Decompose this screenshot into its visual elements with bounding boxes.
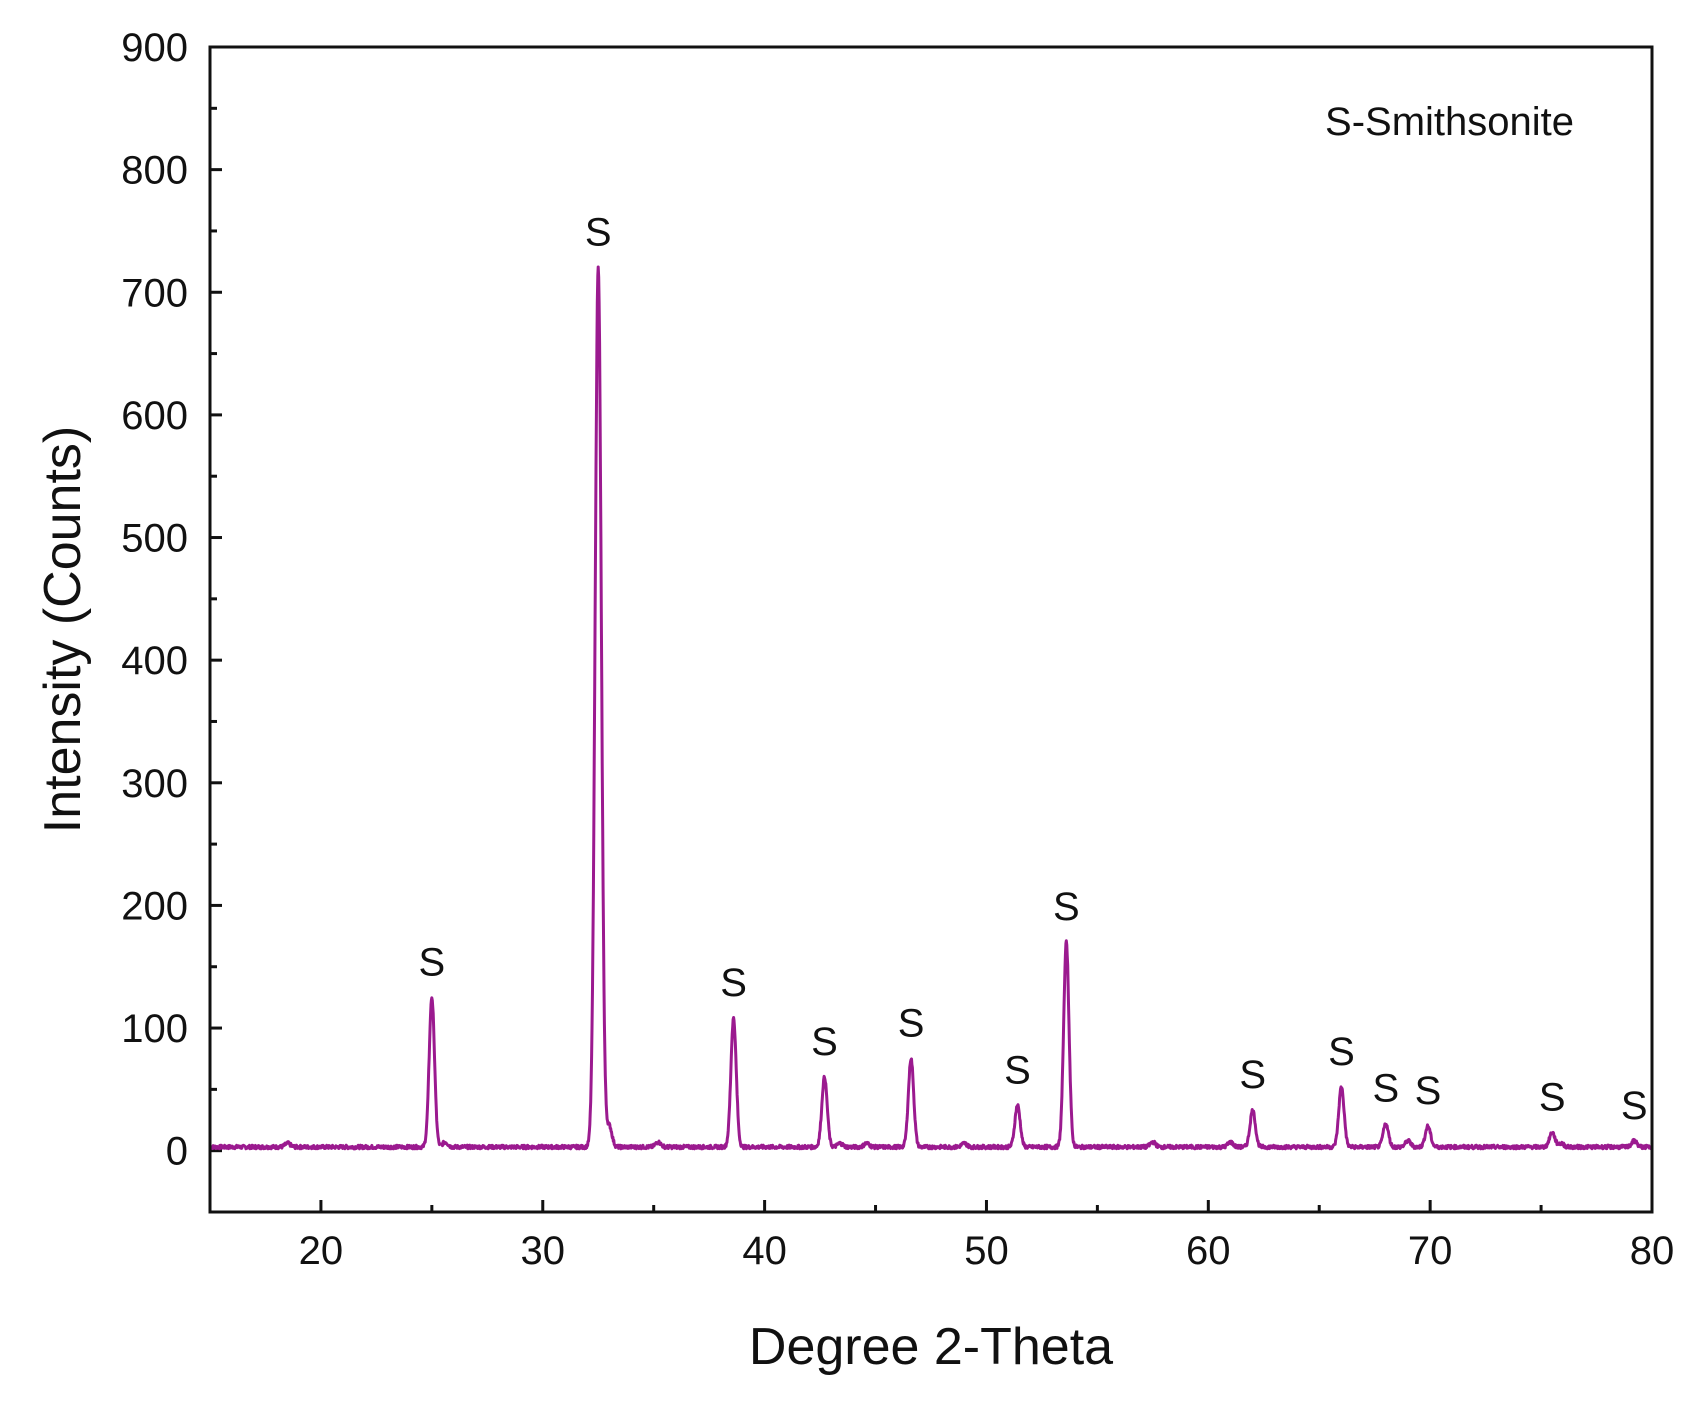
series-line — [208, 265, 1654, 1151]
peak-label: S — [1239, 1053, 1266, 1097]
plot-frame — [208, 45, 1654, 1214]
peak-label: S — [720, 961, 747, 1005]
peak-label: S — [1328, 1030, 1355, 1074]
peak-label: S — [1539, 1075, 1566, 1119]
y-tick-label: 300 — [121, 762, 188, 806]
peak-label: S — [1372, 1067, 1399, 1111]
y-tick-label: 0 — [166, 1130, 188, 1174]
peak-label: S — [1621, 1084, 1648, 1128]
peak-label: S — [1004, 1048, 1031, 1092]
x-tick-label: 40 — [742, 1229, 787, 1273]
peak-label: S — [1053, 885, 1080, 929]
peak-label: S — [419, 940, 446, 984]
peak-label: S — [811, 1020, 838, 1064]
peak-label: S — [585, 211, 612, 255]
x-tick-label: 30 — [521, 1229, 566, 1273]
x-tick-label: 60 — [1186, 1229, 1231, 1273]
x-tick-label: 80 — [1630, 1229, 1675, 1273]
legend-text: S-Smithsonite — [1325, 100, 1574, 144]
y-axis-ticks: 0 100 200 300 400 500 600 700 800 900 — [121, 26, 222, 1214]
y-tick-label: 800 — [121, 149, 188, 193]
peak-label: S — [898, 1002, 925, 1046]
x-tick-label: 70 — [1408, 1229, 1453, 1273]
x-axis-ticks: 20 30 40 50 60 70 80 — [208, 1200, 1675, 1273]
y-tick-label: 500 — [121, 517, 188, 561]
x-tick-label: 20 — [299, 1229, 344, 1273]
y-tick-label: 600 — [121, 394, 188, 438]
y-axis-title: Intensity (Counts) — [34, 426, 92, 834]
y-tick-label: 100 — [121, 1007, 188, 1051]
y-tick-label: 400 — [121, 639, 188, 683]
x-axis-title: Degree 2-Theta — [749, 1318, 1113, 1376]
y-tick-label: 200 — [121, 884, 188, 928]
x-tick-label: 50 — [964, 1229, 1009, 1273]
y-tick-label: 700 — [121, 271, 188, 315]
peak-label: S — [1415, 1069, 1442, 1113]
y-tick-label: 900 — [121, 26, 188, 70]
